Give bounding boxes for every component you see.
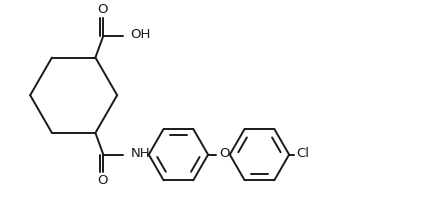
Text: O: O xyxy=(97,174,108,187)
Text: Cl: Cl xyxy=(296,147,309,160)
Text: O: O xyxy=(219,147,230,160)
Text: OH: OH xyxy=(130,28,150,41)
Text: O: O xyxy=(97,3,108,16)
Text: NH: NH xyxy=(131,147,150,160)
